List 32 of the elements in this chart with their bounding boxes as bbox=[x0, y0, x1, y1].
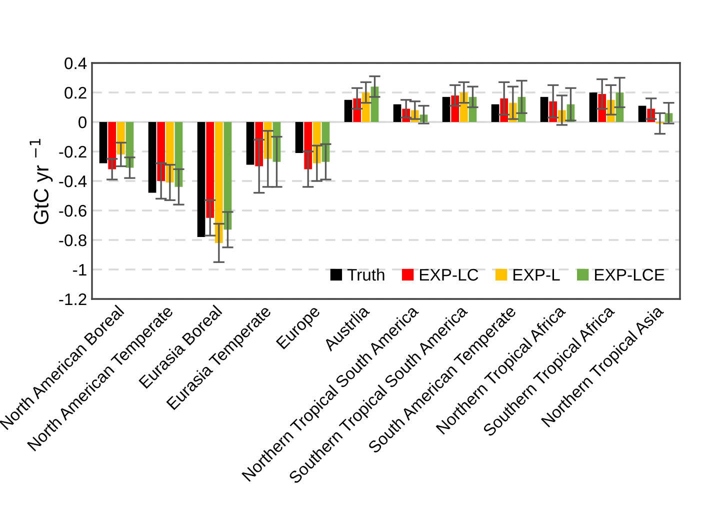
bar bbox=[638, 106, 646, 122]
bar bbox=[224, 122, 232, 230]
y-tick-label: 0.2 bbox=[64, 86, 86, 99]
bar bbox=[214, 122, 223, 243]
y-tick-label: -0.4 bbox=[59, 175, 87, 188]
bar bbox=[108, 122, 116, 170]
bar bbox=[442, 96, 450, 122]
y-tick-label: 0.4 bbox=[64, 57, 87, 70]
bar bbox=[589, 92, 598, 122]
y-tick-label: -1.2 bbox=[59, 293, 86, 306]
bar bbox=[393, 104, 402, 122]
legend-label: EXP-LCE bbox=[595, 268, 664, 281]
bar bbox=[491, 104, 500, 122]
bar bbox=[246, 122, 254, 165]
legend-label: EXP-LC bbox=[420, 268, 478, 281]
bar bbox=[148, 122, 156, 193]
bar bbox=[157, 122, 166, 181]
legend-label: Truth bbox=[347, 268, 384, 281]
y-tick-label: -0.8 bbox=[59, 234, 86, 246]
y-tick-label: -0.6 bbox=[59, 204, 86, 217]
y-axis-title: GtC yr $^{−1}$ bbox=[30, 138, 53, 224]
y-tick-label: 0 bbox=[78, 116, 86, 128]
legend-label: EXP-L bbox=[514, 269, 560, 281]
bar bbox=[295, 122, 304, 153]
bar bbox=[99, 122, 108, 164]
y-tick-label: -1 bbox=[73, 264, 86, 276]
bar bbox=[197, 122, 206, 238]
bar bbox=[166, 122, 174, 182]
bar bbox=[206, 122, 214, 218]
y-tick-label: -0.2 bbox=[59, 146, 86, 158]
bar bbox=[344, 100, 352, 122]
bar bbox=[540, 96, 548, 122]
